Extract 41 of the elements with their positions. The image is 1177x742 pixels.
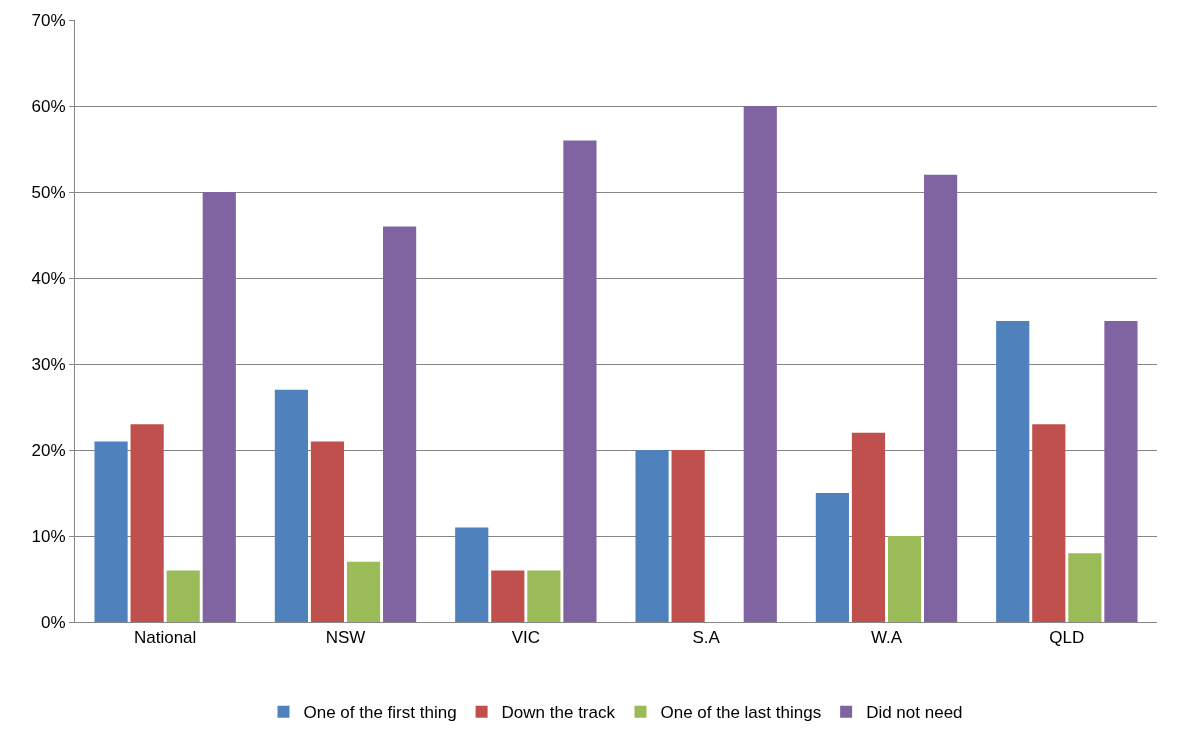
x-tick-label: VIC	[511, 628, 540, 648]
x-tick-label: NSW	[325, 628, 366, 648]
bar	[851, 432, 886, 622]
x-tick-label: S.A	[692, 628, 721, 648]
legend-label: One of the first thing	[303, 703, 457, 723]
y-tick-label: 10%	[31, 526, 66, 546]
bar	[924, 174, 958, 622]
bar	[383, 226, 417, 622]
y-tick-label: 40%	[31, 268, 66, 288]
legend-label: Did not need	[866, 703, 963, 723]
bar	[455, 527, 489, 622]
bar	[815, 493, 849, 622]
y-tick-label: 30%	[31, 354, 66, 374]
bar	[1068, 553, 1102, 622]
y-tick-label: 70%	[31, 10, 66, 30]
y-tick-label: 60%	[31, 96, 66, 116]
bar	[527, 570, 561, 622]
bar	[996, 321, 1030, 622]
y-tick-label: 50%	[31, 182, 66, 202]
bar	[491, 570, 525, 622]
bar	[130, 424, 164, 622]
bar	[671, 450, 705, 622]
bar	[274, 389, 308, 622]
x-tick-label: W.A	[870, 628, 903, 648]
x-tick-label: National	[133, 628, 197, 648]
bar	[1104, 321, 1138, 622]
bar	[310, 441, 345, 622]
legend-label: One of the last things	[660, 703, 822, 723]
bar	[346, 561, 381, 622]
bar	[563, 140, 597, 622]
bar	[887, 536, 922, 622]
x-tick-label: QLD	[1049, 628, 1085, 648]
bar	[635, 450, 669, 622]
bar	[743, 106, 777, 622]
y-tick-label: 0%	[41, 612, 66, 632]
bar	[94, 441, 128, 622]
bar	[1032, 424, 1066, 622]
legend-label: Down the track	[501, 703, 616, 723]
y-tick-label: 20%	[31, 440, 66, 460]
bar	[166, 570, 200, 622]
bar	[202, 192, 236, 622]
